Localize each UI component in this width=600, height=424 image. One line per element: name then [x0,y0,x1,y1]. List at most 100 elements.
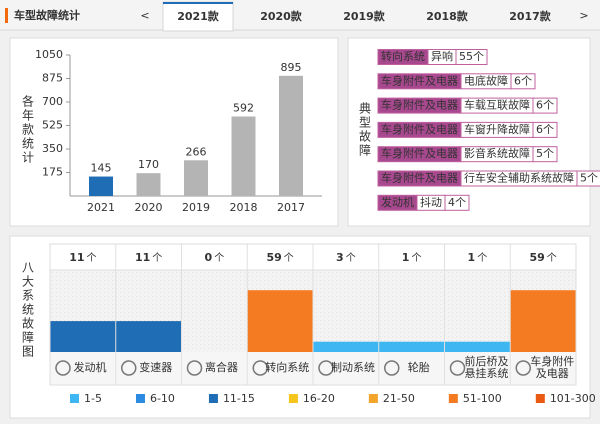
tag-fault: 行车安全辅助系统故障 [464,171,574,185]
tag-count: 6个 [536,99,554,112]
tag-system: 车身附件及电器 [381,122,458,136]
header-title: 车型故障统计 [14,8,80,22]
count-unit: 个 [547,252,557,264]
tag-count-box [510,73,536,90]
y-tick-label: 1050 [35,48,63,61]
legend-label: 6-10 [150,392,175,405]
system-label: 离合器 [205,360,238,374]
tag-count: 6个 [536,123,554,136]
value-label: 895 [281,61,302,74]
tag-count-box [444,194,470,211]
value-label: 266 [186,145,207,158]
tag-fault: 车载互联故障 [464,98,530,112]
count-value: 59 [529,251,544,264]
level-bar [444,341,511,352]
year-tab[interactable]: 2018款 [426,9,469,23]
count-value: 3 [336,251,344,264]
legend-label: 11-15 [223,392,255,405]
tag-count: 4个 [448,196,466,209]
level-bar [313,341,379,352]
system-label: 前后桥及悬挂系统 [465,354,509,380]
y-tick-label: 175 [42,166,63,179]
year-tab[interactable]: 2021款 [177,9,220,23]
x-tick-label: 2019 [182,201,210,214]
level-bar [510,290,576,352]
tag-fault: 异响 [431,50,453,63]
value-label: 170 [138,158,159,171]
count-unit: 个 [87,252,97,264]
plot-border [49,243,577,386]
prev-button[interactable]: < [140,9,149,22]
legend-swatch [135,394,145,403]
legend-swatch [448,394,458,403]
count-value: 59 [266,251,281,264]
active-tab-bg [162,1,234,32]
count-value: 1 [468,251,476,264]
count-unit: 个 [152,252,162,264]
count-unit: 个 [214,252,224,264]
level-bar [115,321,182,352]
tag-fault: 车窗升降故障 [464,122,530,136]
tag-count-box [532,97,558,114]
system-label-line: 车身附件 [530,354,574,368]
count-unit: 个 [411,252,421,264]
legend-label: 21-50 [383,392,415,405]
bar [279,75,303,196]
legend-swatch [368,394,378,403]
tag-system: 车身附件及电器 [381,98,458,112]
year-tab[interactable]: 2017款 [509,9,552,23]
x-tick-label: 2020 [135,201,163,214]
count-value: 1 [402,251,410,264]
bar [184,160,208,196]
system-icon [515,360,531,376]
legend-swatch [288,394,298,403]
system-ylabel: 八大系统故障图 [21,261,35,359]
system-label: 转向系统 [265,360,309,374]
bar-ylabel: 各年款统计 [21,94,35,165]
system-icon [318,360,334,376]
legend-label: 51-100 [463,392,502,405]
tag-count: 5个 [580,172,598,185]
bar [136,173,161,196]
count-value: 11 [69,251,84,264]
tag-fault: 影音系统故障 [464,146,530,160]
system-label: 轮胎 [408,360,430,374]
count-label: 11 个 [69,251,96,264]
year-tab[interactable]: 2020款 [260,9,303,23]
tag-system: 转向系统 [381,49,425,63]
system-label-line: 前后桥及 [465,354,509,368]
tag-count-box [455,49,488,65]
tag-count: 6个 [514,74,532,87]
tag-fault: 电底故障 [464,73,508,87]
system-label: 制动系统 [331,361,375,374]
level-bar [50,321,116,352]
system-icon [449,360,466,376]
title-accent [5,8,8,23]
y-tick-label: 350 [42,142,63,155]
level-bar [378,341,445,352]
legend-swatch [535,394,545,403]
count-unit: 个 [284,252,294,264]
value-label: 592 [233,102,254,115]
next-button[interactable]: > [579,9,588,22]
system-icon [384,360,400,376]
system-icon [55,360,71,376]
fault-title: 典型故障 [358,102,372,158]
legend-label: 16-20 [303,392,335,405]
year-tab[interactable]: 2019款 [343,9,386,23]
x-tick-label: 2017 [277,201,305,214]
legend-swatch [208,394,218,403]
bar [89,176,113,196]
system-icon [252,360,268,376]
value-label: 145 [91,162,112,175]
legend-label: 1-5 [84,392,102,405]
tag-count-box [576,170,600,187]
y-tick-label: 700 [42,95,63,108]
system-icon [186,360,203,376]
tag-count-box [532,146,558,163]
system-label: 车身附件及电器 [530,354,574,380]
